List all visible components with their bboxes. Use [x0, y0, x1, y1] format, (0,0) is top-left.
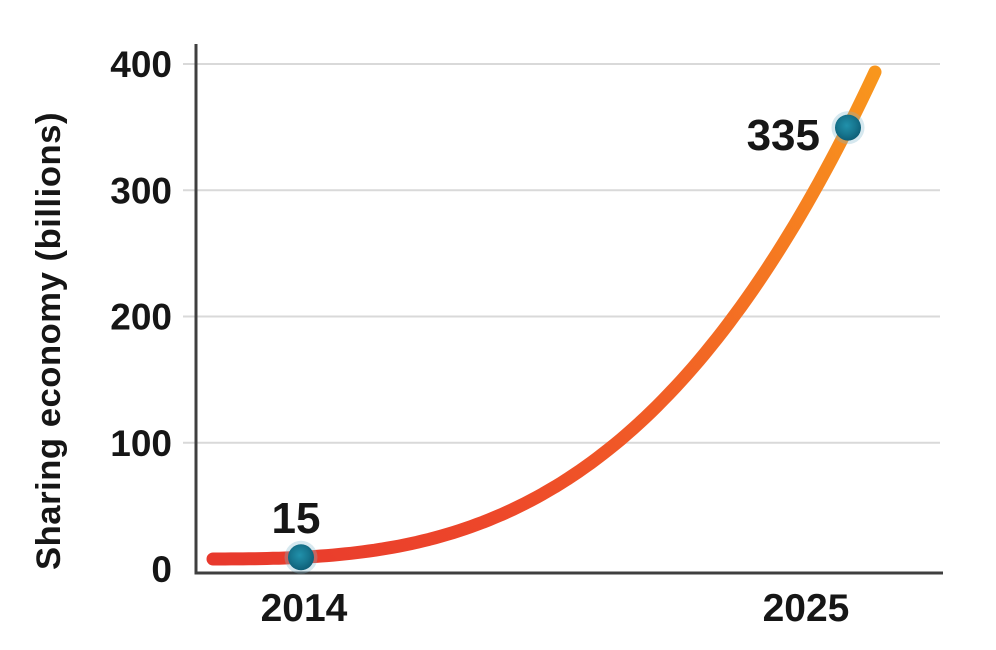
- data-point-marker-2025: [835, 114, 861, 141]
- y-axis-tick-labels: 0 100 200 300 400: [110, 44, 172, 590]
- axis-lines: [194, 44, 943, 575]
- data-point-marker-2014: [288, 544, 314, 571]
- data-point-markers: [284, 111, 865, 574]
- y-tick-400: 400: [110, 44, 172, 85]
- growth-curve-line: [206, 65, 882, 566]
- x-tick-2014: 2014: [261, 587, 348, 630]
- y-tick-200: 200: [110, 297, 172, 338]
- data-label-2025: 335: [747, 111, 820, 160]
- y-axis-title: Sharing economy (billions): [30, 112, 68, 570]
- data-label-2014: 15: [272, 494, 321, 543]
- x-tick-2025: 2025: [763, 587, 850, 630]
- y-tick-0: 0: [151, 549, 172, 590]
- y-tick-300: 300: [110, 170, 172, 211]
- gridlines: [183, 63, 940, 444]
- y-tick-100: 100: [110, 423, 172, 464]
